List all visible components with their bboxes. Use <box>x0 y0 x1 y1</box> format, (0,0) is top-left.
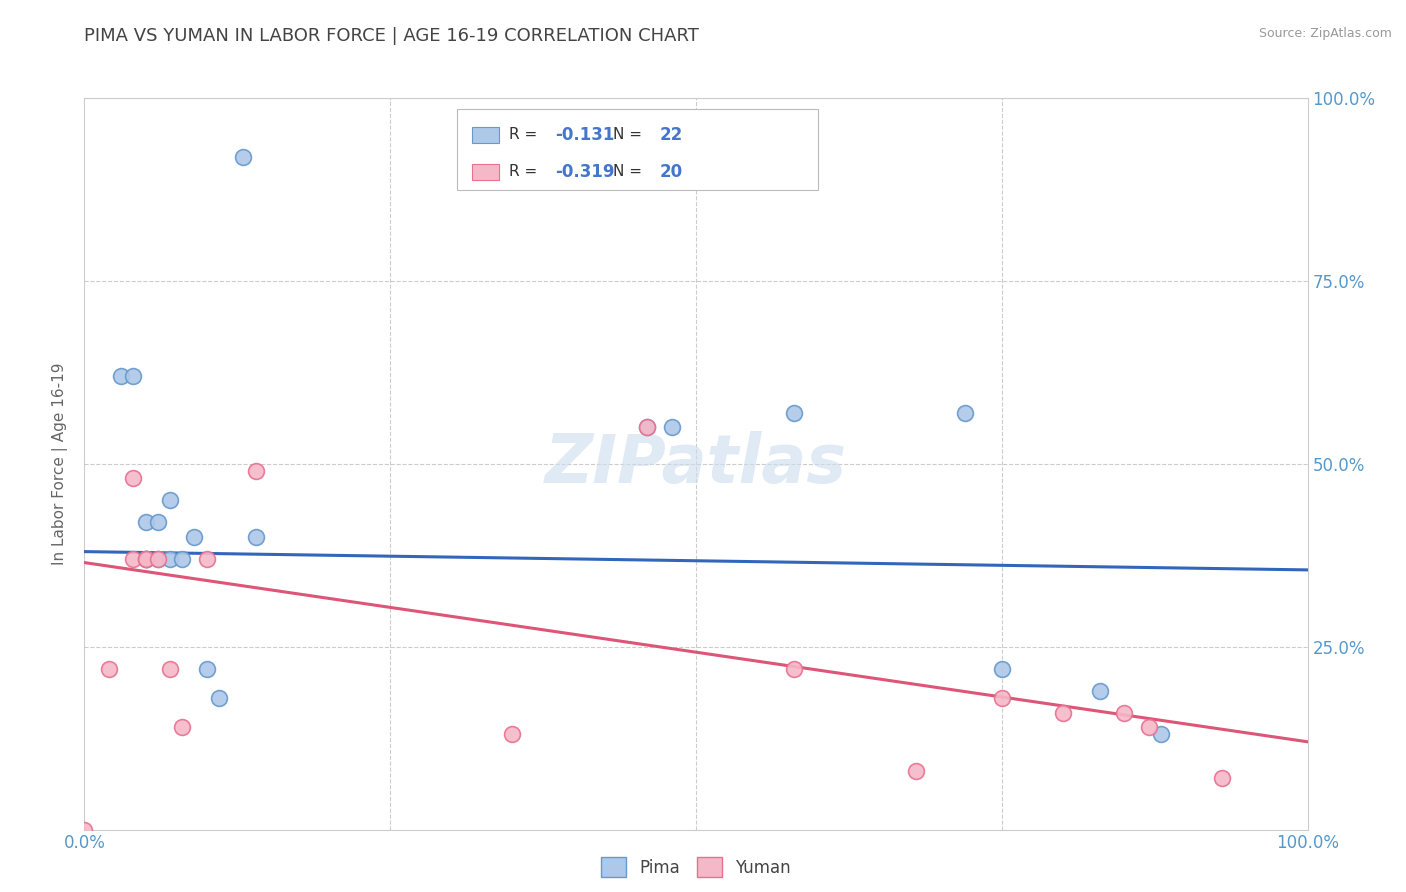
Point <box>135 516 157 530</box>
Point <box>245 530 267 544</box>
Point <box>636 420 658 434</box>
Point <box>232 150 254 164</box>
Point <box>1088 683 1111 698</box>
Point <box>135 552 157 566</box>
Point <box>122 369 145 384</box>
Point <box>195 552 218 566</box>
Point <box>1137 720 1160 734</box>
FancyBboxPatch shape <box>457 109 818 190</box>
Text: ZIPatlas: ZIPatlas <box>546 431 846 497</box>
Point <box>172 720 194 734</box>
Point <box>905 764 928 778</box>
Point <box>502 727 524 741</box>
Point <box>110 369 132 384</box>
Text: 22: 22 <box>659 126 682 144</box>
Text: -0.131: -0.131 <box>555 126 614 144</box>
Point <box>159 552 181 566</box>
Point <box>208 690 231 705</box>
Point <box>195 662 218 676</box>
Point <box>183 530 205 544</box>
Point <box>159 662 181 676</box>
Point <box>1052 706 1074 720</box>
Y-axis label: In Labor Force | Age 16-19: In Labor Force | Age 16-19 <box>52 362 69 566</box>
Point <box>172 552 194 566</box>
Text: N =: N = <box>613 164 647 179</box>
Legend: Pima, Yuman: Pima, Yuman <box>595 851 797 883</box>
Text: N =: N = <box>613 128 647 143</box>
Point <box>661 420 683 434</box>
Point <box>122 471 145 485</box>
Point <box>146 552 169 566</box>
Point <box>135 552 157 566</box>
Point <box>159 493 181 508</box>
Point <box>953 406 976 420</box>
Text: Source: ZipAtlas.com: Source: ZipAtlas.com <box>1258 27 1392 40</box>
Text: 20: 20 <box>659 163 682 181</box>
Point <box>1150 727 1173 741</box>
Point <box>73 822 96 837</box>
Text: -0.319: -0.319 <box>555 163 614 181</box>
Point <box>245 464 267 478</box>
Point <box>991 662 1014 676</box>
Point <box>1114 706 1136 720</box>
Point <box>146 552 169 566</box>
Point <box>97 662 120 676</box>
Point <box>991 690 1014 705</box>
Point <box>135 552 157 566</box>
Text: R =: R = <box>509 164 541 179</box>
FancyBboxPatch shape <box>472 127 499 143</box>
Text: R =: R = <box>509 128 541 143</box>
Point <box>1211 772 1233 786</box>
Point <box>636 420 658 434</box>
Point <box>135 552 157 566</box>
FancyBboxPatch shape <box>472 164 499 180</box>
Text: PIMA VS YUMAN IN LABOR FORCE | AGE 16-19 CORRELATION CHART: PIMA VS YUMAN IN LABOR FORCE | AGE 16-19… <box>84 27 699 45</box>
Point <box>783 662 806 676</box>
Point <box>146 516 169 530</box>
Point <box>783 406 806 420</box>
Point <box>122 552 145 566</box>
